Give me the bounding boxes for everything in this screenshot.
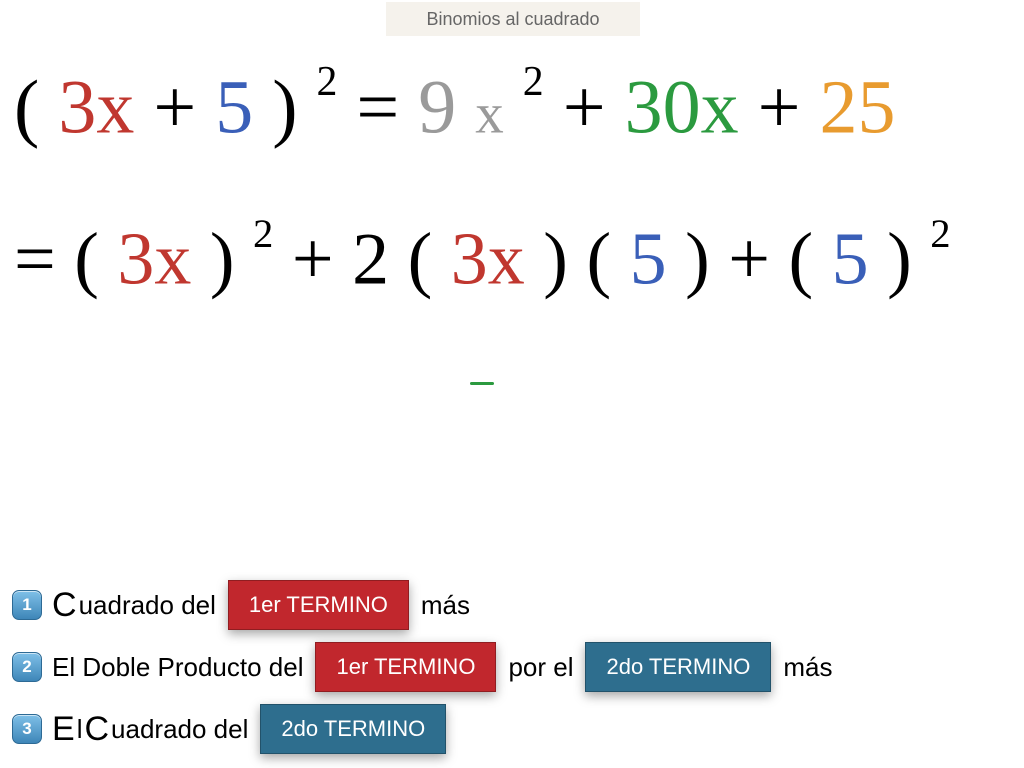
step-3-lead-c: C xyxy=(84,710,109,749)
paren-close-4: ) xyxy=(887,219,912,301)
equals-1: = xyxy=(356,66,399,150)
step-3-pre-a: l xyxy=(77,714,83,745)
step-2-pre: El Doble Producto del xyxy=(52,652,303,683)
term-5: 5 xyxy=(215,66,253,150)
step-2-mid: por el xyxy=(508,652,573,683)
steps-list: 1 C uadrado del 1er TERMINO más 2 El Dob… xyxy=(12,580,1012,766)
term-25: 25 xyxy=(819,66,895,150)
step-2-post: más xyxy=(783,652,832,683)
step-number-badge: 3 xyxy=(12,714,42,744)
chip-1er-termino: 1er TERMINO xyxy=(228,580,409,630)
step-2: 2 El Doble Producto del 1er TERMINO por … xyxy=(12,642,1012,692)
term-3x-b: 3x xyxy=(451,219,525,301)
paren-open-4: ( xyxy=(788,219,813,301)
equals-2: = xyxy=(14,219,56,301)
chip-1er-termino: 1er TERMINO xyxy=(315,642,496,692)
step-number-badge: 2 xyxy=(12,652,42,682)
paren-close-3: ) xyxy=(685,219,710,301)
step-3-lead-e: E xyxy=(52,710,75,749)
paren-open-3: ( xyxy=(586,219,611,301)
term-5-a: 5 xyxy=(630,219,667,301)
step-1-lead: C xyxy=(52,586,77,625)
chip-2do-termino: 2do TERMINO xyxy=(260,704,446,754)
plus-4: + xyxy=(292,219,334,301)
step-3: 3 E l C uadrado del 2do TERMINO xyxy=(12,704,1012,754)
exp-a: 2 xyxy=(253,211,273,256)
term-30x: 30x xyxy=(625,66,739,150)
term-5-b: 5 xyxy=(832,219,869,301)
term-9: 9 xyxy=(418,66,456,150)
stray-mark xyxy=(470,382,494,385)
step-number-badge: 1 xyxy=(12,590,42,620)
paren-close: ) xyxy=(272,66,297,150)
plus-2: + xyxy=(563,66,606,150)
chip-2do-termino: 2do TERMINO xyxy=(585,642,771,692)
term-9-var: x xyxy=(475,83,504,146)
paren-open-2: ( xyxy=(408,219,433,301)
exp-2-left: 2 xyxy=(317,59,338,105)
coef-2: 2 xyxy=(352,219,389,301)
exp-9x2: 2 xyxy=(523,59,544,105)
lesson-title: Binomios al cuadrado xyxy=(386,2,640,36)
plus-3: + xyxy=(758,66,801,150)
step-3-pre-b: uadrado del xyxy=(111,714,248,745)
term-3x: 3x xyxy=(58,66,134,150)
plus-1: + xyxy=(153,66,196,150)
equation-line-1: ( 3x + 5 ) 2 = 9 x 2 + 30x + 25 xyxy=(14,58,895,152)
paren-open-1: ( xyxy=(74,219,99,301)
plus-5: + xyxy=(728,219,770,301)
exp-b: 2 xyxy=(930,211,950,256)
step-1-pre: uadrado del xyxy=(79,590,216,621)
paren-close-2: ) xyxy=(543,219,568,301)
paren-close-1: ) xyxy=(210,219,235,301)
equation-line-2: = ( 3x ) 2 + 2 ( 3x ) ( 5 ) + ( 5 ) 2 xyxy=(14,210,951,303)
paren-open: ( xyxy=(14,66,39,150)
step-1-post: más xyxy=(421,590,470,621)
term-3x-a: 3x xyxy=(117,219,191,301)
step-1: 1 C uadrado del 1er TERMINO más xyxy=(12,580,1012,630)
